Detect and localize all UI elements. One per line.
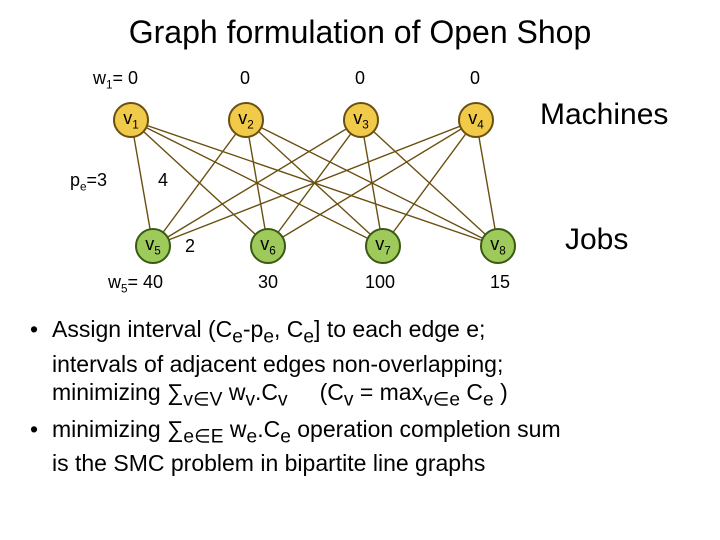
node-v3: v3	[343, 102, 379, 138]
weight-v8: 15	[490, 272, 510, 293]
weight-v3: 0	[355, 68, 365, 89]
node-v4: v4	[458, 102, 494, 138]
bullet-list: • Assign interval (Ce-pe, Ce] to each ed…	[30, 315, 690, 478]
edge-label-pe: pe=3	[70, 170, 107, 194]
weight-v4: 0	[470, 68, 480, 89]
jobs-label: Jobs	[565, 223, 628, 257]
weight-v5: w5= 40	[108, 272, 163, 296]
weight-v1: w1= 0	[93, 68, 138, 92]
node-v1: v1	[113, 102, 149, 138]
edge-label-4: 4	[158, 170, 168, 191]
edge-label-2: 2	[185, 236, 195, 257]
weight-v6: 30	[258, 272, 278, 293]
bullet-2: • minimizing ∑e∈E we.Ce operation comple…	[30, 415, 690, 478]
weight-v2: 0	[240, 68, 250, 89]
node-v5: v5	[135, 228, 171, 264]
node-v2: v2	[228, 102, 264, 138]
node-v8: v8	[480, 228, 516, 264]
node-v6: v6	[250, 228, 286, 264]
machines-label: Machines	[540, 98, 668, 132]
node-v7: v7	[365, 228, 401, 264]
bullet-1: • Assign interval (Ce-pe, Ce] to each ed…	[30, 315, 690, 413]
weight-v7: 100	[365, 272, 395, 293]
